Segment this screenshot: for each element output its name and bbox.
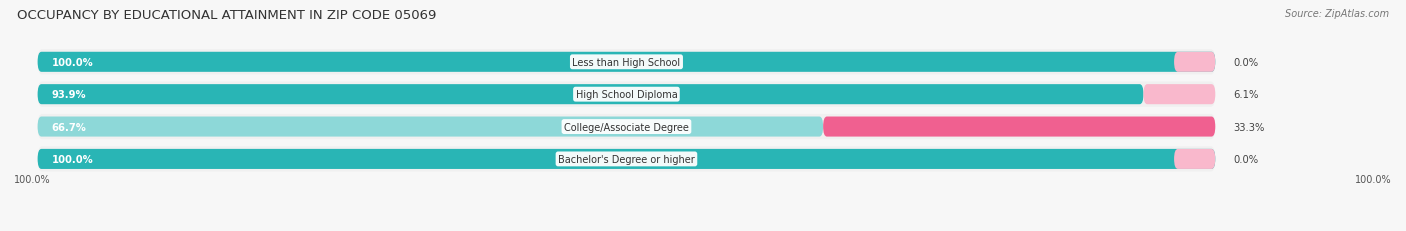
- Text: Less than High School: Less than High School: [572, 58, 681, 67]
- Text: 100.0%: 100.0%: [1355, 174, 1392, 184]
- FancyBboxPatch shape: [1143, 85, 1215, 105]
- Text: Source: ZipAtlas.com: Source: ZipAtlas.com: [1285, 9, 1389, 19]
- Text: 0.0%: 0.0%: [1233, 58, 1258, 67]
- FancyBboxPatch shape: [38, 149, 1215, 169]
- Text: High School Diploma: High School Diploma: [575, 90, 678, 100]
- Text: 66.7%: 66.7%: [52, 122, 87, 132]
- Text: 100.0%: 100.0%: [52, 154, 93, 164]
- FancyBboxPatch shape: [38, 52, 1215, 73]
- FancyBboxPatch shape: [38, 114, 1215, 140]
- FancyBboxPatch shape: [38, 117, 823, 137]
- FancyBboxPatch shape: [38, 85, 1143, 105]
- FancyBboxPatch shape: [38, 147, 1215, 172]
- FancyBboxPatch shape: [38, 82, 1215, 107]
- Text: 33.3%: 33.3%: [1233, 122, 1264, 132]
- FancyBboxPatch shape: [1174, 52, 1215, 73]
- Text: 100.0%: 100.0%: [52, 58, 93, 67]
- Text: 6.1%: 6.1%: [1233, 90, 1258, 100]
- FancyBboxPatch shape: [38, 50, 1215, 75]
- FancyBboxPatch shape: [1174, 149, 1215, 169]
- Text: OCCUPANCY BY EDUCATIONAL ATTAINMENT IN ZIP CODE 05069: OCCUPANCY BY EDUCATIONAL ATTAINMENT IN Z…: [17, 9, 436, 22]
- Text: Bachelor's Degree or higher: Bachelor's Degree or higher: [558, 154, 695, 164]
- FancyBboxPatch shape: [823, 117, 1215, 137]
- Text: 93.9%: 93.9%: [52, 90, 86, 100]
- Text: 100.0%: 100.0%: [14, 174, 51, 184]
- Text: College/Associate Degree: College/Associate Degree: [564, 122, 689, 132]
- Text: 0.0%: 0.0%: [1233, 154, 1258, 164]
